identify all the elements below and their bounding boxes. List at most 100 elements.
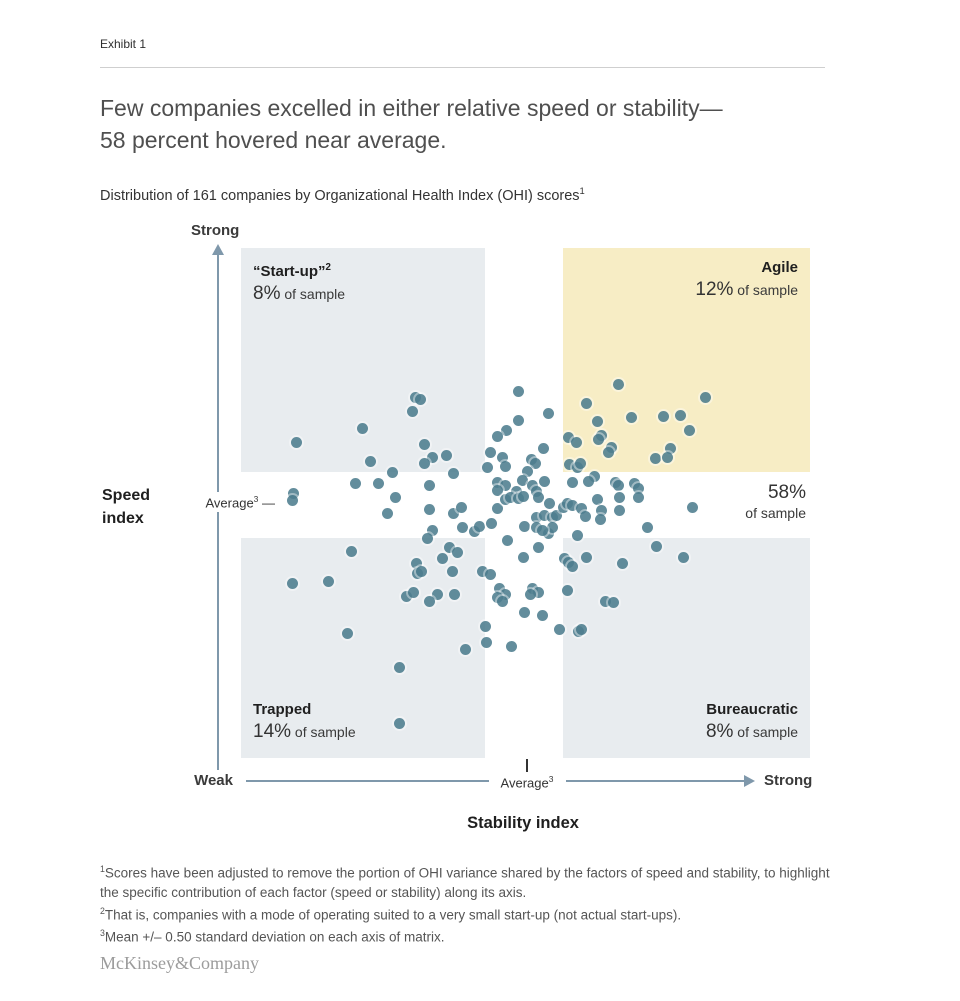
- scatter-point: [661, 451, 673, 463]
- label-trapped: Trapped 14% of sample: [253, 701, 356, 742]
- y-axis-top-label: Strong: [191, 222, 240, 239]
- scatter-point: [650, 452, 662, 464]
- scatter-point: [499, 589, 511, 601]
- scatter-point: [561, 497, 573, 509]
- scatter-point: [491, 592, 503, 604]
- scatter-point: [563, 431, 575, 443]
- scatter-point: [561, 584, 573, 596]
- scatter-point: [570, 437, 582, 449]
- footnote-2: 2That is, companies with a mode of opera…: [100, 905, 682, 923]
- scatter-point: [497, 596, 509, 608]
- scatter-point: [632, 492, 644, 504]
- scatter-point: [571, 529, 583, 541]
- scatter-point: [536, 524, 548, 536]
- scatter-point: [700, 392, 712, 404]
- title-line1: Few companies excelled in either relativ…: [100, 95, 723, 121]
- scatter-point: [499, 479, 511, 491]
- scatter-point: [421, 532, 433, 544]
- scatter-point: [628, 477, 640, 489]
- scatter-point: [532, 542, 544, 554]
- scatter-point: [432, 589, 444, 601]
- scatter-point: [476, 566, 488, 578]
- scatter-point: [286, 577, 298, 589]
- scatter-point: [519, 521, 531, 533]
- scatter-point: [389, 492, 401, 504]
- scatter-point: [642, 522, 654, 534]
- label-start-up: “Start-up”2 8% of sample: [253, 262, 346, 304]
- x-axis-line-left: [246, 780, 489, 782]
- scatter-point: [411, 557, 423, 569]
- scatter-point: [286, 495, 298, 507]
- footnote-1: 1Scores have been adjusted to remove the…: [100, 864, 830, 900]
- scatter-point: [469, 525, 481, 537]
- scatter-point: [551, 509, 563, 521]
- scatter-point: [574, 457, 586, 469]
- scatter-point: [664, 443, 676, 455]
- scatter-point: [408, 587, 420, 599]
- scatter-point: [614, 504, 626, 516]
- scatter-point: [539, 509, 551, 521]
- x-axis-line-right: [566, 780, 745, 782]
- quadrant-start-up: [241, 248, 485, 472]
- scatter-point: [414, 394, 426, 406]
- scatter-point: [542, 407, 554, 419]
- scatter-point: [346, 546, 358, 558]
- scatter-point: [364, 455, 376, 467]
- label-bureaucratic: Bureaucratic 8% of sample: [705, 701, 798, 742]
- scatter-point: [479, 621, 491, 633]
- scatter-point: [575, 624, 587, 636]
- scatter-point: [291, 437, 303, 449]
- scatter-point: [566, 561, 578, 573]
- scatter-point: [531, 486, 543, 498]
- scatter-point: [447, 507, 459, 519]
- scatter-point: [416, 566, 428, 578]
- scatter-point: [581, 551, 593, 563]
- plot-canvas: “Start-up”2 8% of sample Agile 12% of sa…: [241, 248, 810, 758]
- scatter-point: [437, 552, 449, 564]
- scatter-point: [502, 534, 514, 546]
- scatter-point: [459, 644, 471, 656]
- footnote-3: 3Mean +/– 0.50 standard deviation on eac…: [100, 928, 445, 945]
- y-axis-average-label: Average3 —: [150, 492, 275, 513]
- scatter-point: [426, 524, 438, 536]
- scatter-point: [444, 542, 456, 554]
- scatter-point: [288, 488, 300, 500]
- scatter-point: [536, 609, 548, 621]
- title-line2: 58 percent hovered near average.: [100, 127, 447, 153]
- scatter-point: [482, 462, 494, 474]
- scatter-point: [602, 446, 614, 458]
- scatter-point: [596, 504, 608, 516]
- scatter-point: [446, 566, 458, 578]
- scatter-point: [350, 477, 362, 489]
- scatter-point: [424, 596, 436, 608]
- scatter-point: [418, 439, 430, 451]
- chart-subtitle: Distribution of 161 companies by Organiz…: [100, 185, 585, 204]
- scatter-point: [539, 475, 551, 487]
- header-divider: [100, 67, 825, 68]
- scatter-point: [567, 499, 579, 511]
- scatter-point: [356, 422, 368, 434]
- label-near-average: 58% of sample: [745, 482, 806, 522]
- scatter-point: [486, 518, 498, 530]
- scatter-point: [519, 606, 531, 618]
- scatter-point: [322, 575, 334, 587]
- scatter-point: [441, 449, 453, 461]
- scatter-point: [542, 527, 554, 539]
- scatter-point: [537, 443, 549, 455]
- page-title: Few companies excelled in either relativ…: [100, 92, 860, 156]
- y-axis-arrowhead-icon: [212, 244, 224, 255]
- scatter-point: [527, 582, 539, 594]
- scatter-point: [576, 502, 588, 514]
- scatter-point: [544, 497, 556, 509]
- scatter-point: [511, 486, 523, 498]
- footnotes: 1Scores have been adjusted to remove the…: [100, 860, 848, 947]
- scatter-point: [632, 482, 644, 494]
- scatter-point: [521, 466, 533, 478]
- scatter-point: [480, 636, 492, 648]
- scatter-point: [394, 718, 406, 730]
- x-axis-right-label: Strong: [764, 772, 813, 789]
- scatter-point: [372, 477, 384, 489]
- scatter-point: [612, 378, 624, 390]
- scatter-point: [512, 415, 524, 427]
